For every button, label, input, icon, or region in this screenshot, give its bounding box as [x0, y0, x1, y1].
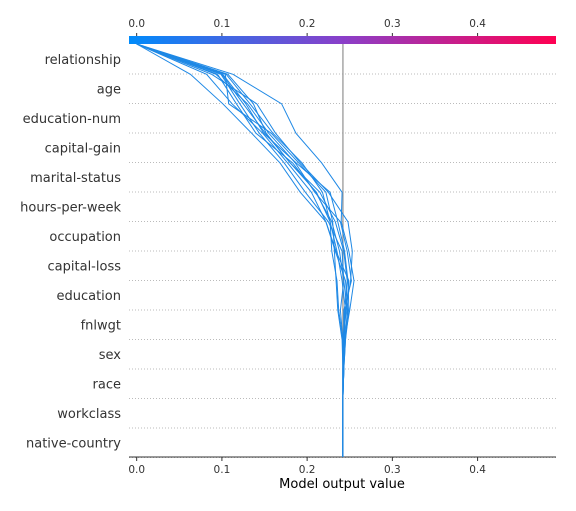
feature-label-occupation: occupation	[49, 230, 121, 245]
feature-label-capital-loss: capital-loss	[48, 260, 122, 275]
bottom-tick-label: 0.4	[469, 464, 486, 476]
top-tick-label: 0.4	[469, 18, 486, 30]
bottom-tick-label: 0.3	[384, 464, 401, 476]
top-tick-label: 0.2	[299, 18, 316, 30]
colorbar	[129, 36, 556, 44]
feature-label-marital-status: marital-status	[30, 171, 121, 186]
feature-label-education: education	[56, 289, 121, 304]
feature-label-native-country: native-country	[26, 437, 121, 452]
feature-label-capital-gain: capital-gain	[45, 142, 121, 157]
feature-label-sex: sex	[99, 348, 122, 363]
bottom-tick-label: 0.2	[299, 464, 316, 476]
top-tick-label: 0.1	[214, 18, 231, 30]
bottom-axis: 0.0 0.1 0.2 0.3 0.4	[128, 457, 556, 476]
top-tick-label: 0.0	[128, 18, 145, 30]
feature-label-workclass: workclass	[57, 407, 121, 422]
feature-label-education-num: education-num	[23, 112, 121, 127]
bottom-tick-label: 0.1	[214, 464, 231, 476]
decision-line-1	[137, 44, 343, 457]
feature-label-hours-per-week: hours-per-week	[20, 201, 121, 216]
feature-labels: relationship age education-num capital-gain…	[20, 53, 121, 452]
top-axis: 0.0 0.1 0.2 0.3 0.4	[128, 18, 556, 44]
feature-label-race: race	[93, 378, 121, 393]
feature-label-age: age	[97, 83, 121, 98]
bottom-tick-label: 0.0	[128, 464, 145, 476]
x-axis-label: Model output value	[279, 477, 405, 492]
top-tick-label: 0.3	[384, 18, 401, 30]
feature-label-fnlwgt: fnlwgt	[81, 319, 121, 334]
feature-label-relationship: relationship	[45, 53, 121, 68]
